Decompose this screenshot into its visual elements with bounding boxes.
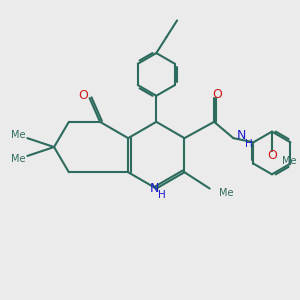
Text: Me: Me [11,130,26,140]
Text: H: H [158,190,166,200]
Text: O: O [212,88,222,101]
Text: Me: Me [11,154,26,164]
Text: H: H [245,139,253,149]
Text: O: O [267,149,277,162]
Text: Me: Me [219,188,233,198]
Text: Me: Me [282,156,297,166]
Text: N: N [150,182,160,195]
Text: O: O [78,89,88,102]
Text: N: N [236,129,246,142]
